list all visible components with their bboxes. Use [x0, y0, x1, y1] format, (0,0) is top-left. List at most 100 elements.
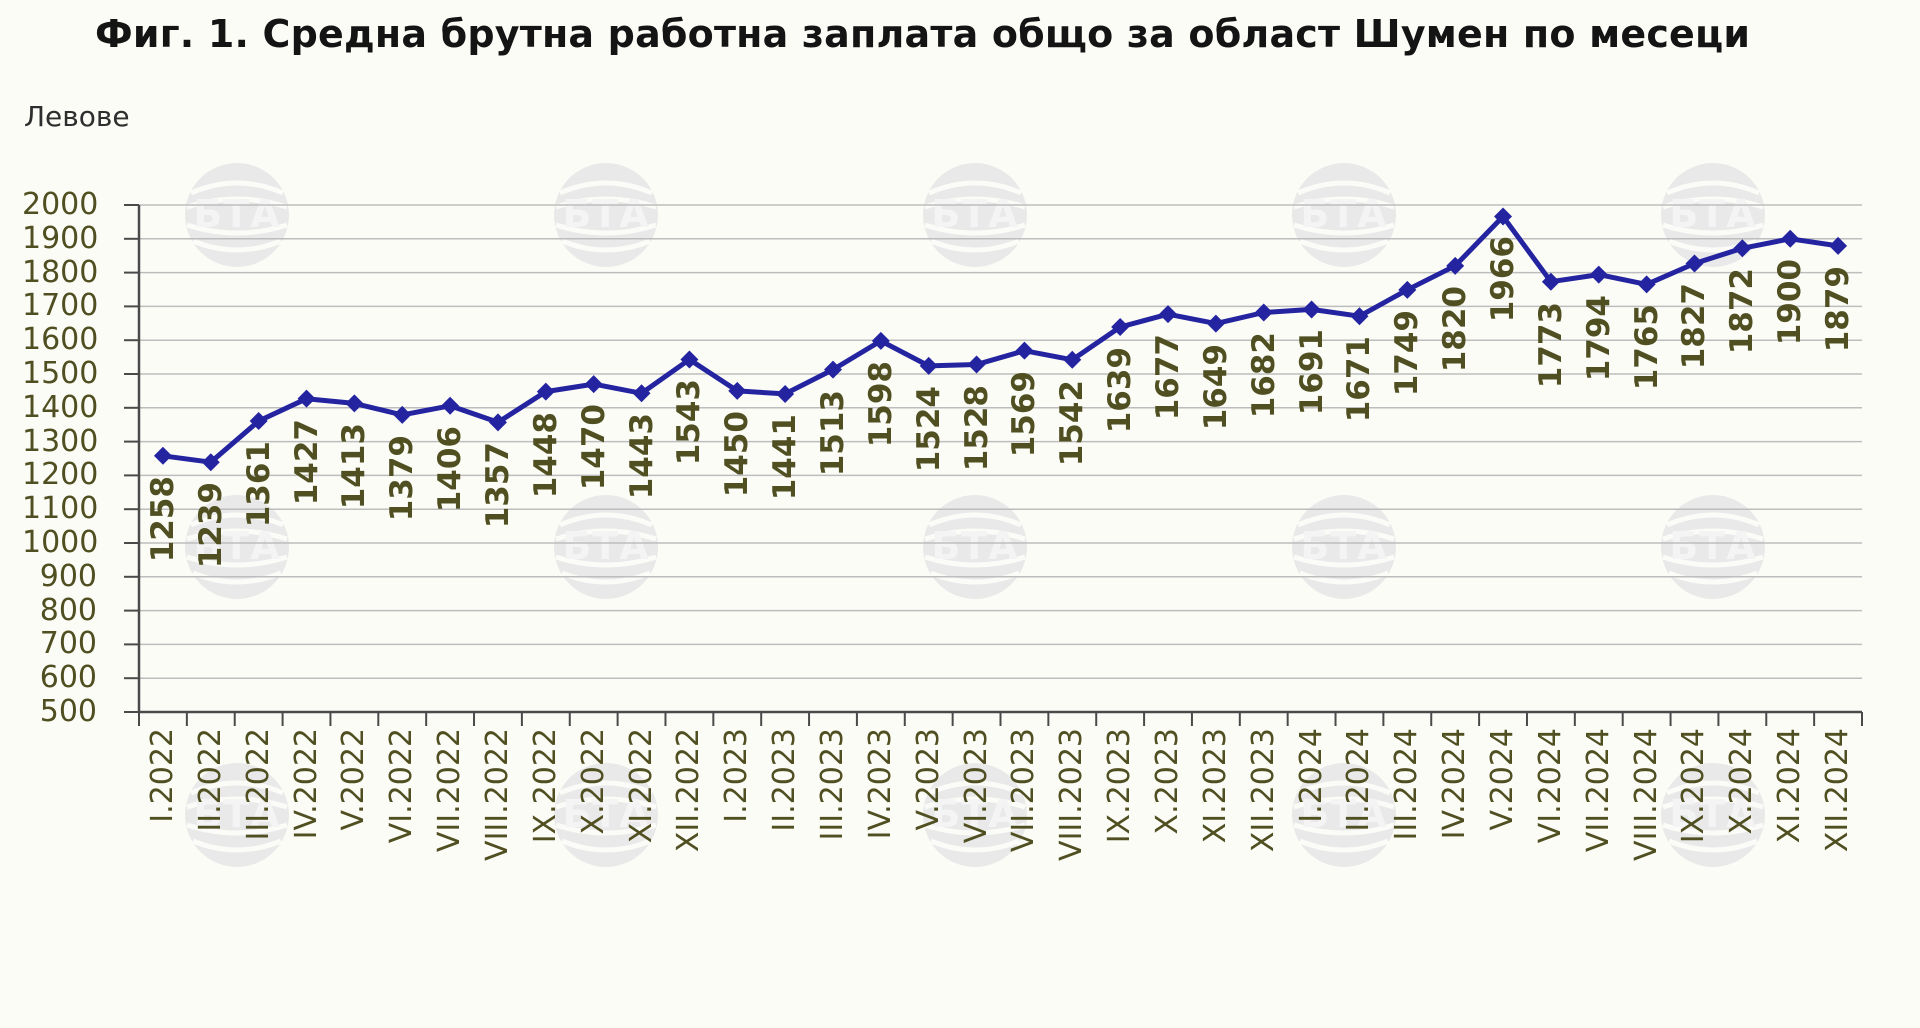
- data-point-marker: [1589, 265, 1608, 284]
- bta-watermark-text: БТА: [1300, 524, 1387, 568]
- data-point-marker: [1350, 307, 1369, 326]
- bta-watermark-logo: БТА: [185, 495, 289, 599]
- series-line: [162, 214, 1839, 465]
- bta-watermark-text: БТА: [193, 792, 280, 836]
- data-point-label: 1677: [1150, 334, 1186, 421]
- y-axis-label: 1400: [22, 389, 99, 425]
- data-point-marker: [680, 350, 699, 369]
- data-point-label: 1448: [527, 411, 564, 498]
- data-point-label: 1524: [910, 385, 947, 473]
- x-axis-label: V.2023: [910, 728, 946, 831]
- data-point-marker: [1111, 318, 1130, 337]
- y-axis-label: 1900: [22, 220, 99, 256]
- data-point-marker: [871, 331, 890, 350]
- data-point-label: 1569: [1006, 370, 1043, 457]
- data-point-label: 1413: [336, 423, 373, 510]
- bta-watermark-logo: БТА: [1292, 495, 1396, 599]
- data-point-marker: [153, 446, 172, 465]
- bta-watermark-logo: БТА: [1292, 763, 1396, 867]
- data-point-label: 1966: [1485, 236, 1522, 323]
- data-point-marker: [441, 396, 460, 415]
- x-axis-label: XII.2023: [1245, 728, 1281, 853]
- data-point-marker: [1015, 341, 1034, 360]
- x-axis-label: VI.2024: [1532, 728, 1568, 844]
- bta-watermark-text: БТА: [1669, 792, 1756, 836]
- data-point-marker: [1685, 254, 1704, 273]
- bta-watermark-text: БТА: [562, 524, 649, 568]
- data-point-label: 1649: [1197, 343, 1234, 430]
- data-point-marker: [488, 413, 507, 432]
- data-point-label: 1379: [384, 434, 421, 522]
- data-point-marker: [249, 411, 268, 430]
- x-axis-label: IV.2024: [1437, 728, 1473, 840]
- bta-watermark-logo: БТА: [923, 163, 1027, 267]
- x-axis-label: I.2023: [719, 728, 755, 823]
- x-axis-label: IV.2022: [288, 728, 324, 840]
- data-point-marker: [632, 384, 651, 403]
- bta-watermark-logo: БТА: [1661, 763, 1765, 867]
- data-point-label: 1639: [1102, 347, 1139, 434]
- data-point-marker: [1254, 303, 1273, 322]
- data-point-marker: [536, 382, 555, 401]
- y-axis-label: 1800: [22, 254, 99, 290]
- data-point-label: 1528: [958, 384, 995, 471]
- x-axis-label: XII.2022: [671, 728, 707, 853]
- bta-watermark-logo: БТА: [1661, 163, 1765, 267]
- bta-watermark-text: БТА: [562, 192, 649, 236]
- y-axis-label: 900: [39, 558, 97, 594]
- x-axis-label: VI.2023: [958, 728, 994, 844]
- y-axis-label: 800: [39, 592, 97, 628]
- x-axis-label: X.2022: [575, 728, 611, 835]
- y-axis-label: 700: [39, 626, 97, 662]
- y-axis-label: 1600: [22, 322, 99, 358]
- data-point-label: 1239: [192, 482, 229, 569]
- data-point-marker: [1446, 256, 1465, 275]
- bta-watermark-text: БТА: [931, 792, 1018, 836]
- y-axis-label: 1700: [22, 288, 99, 324]
- y-axis-label: 500: [39, 694, 97, 729]
- data-point-label: 1406: [432, 425, 469, 513]
- data-point-marker: [823, 360, 842, 379]
- data-point-marker: [1302, 300, 1321, 319]
- data-point-label: 1513: [814, 389, 851, 476]
- x-axis-label: VII.2022: [432, 728, 468, 853]
- data-point-label: 1691: [1293, 329, 1330, 416]
- x-axis-label: X.2023: [1150, 728, 1185, 835]
- data-point-label: 1598: [862, 360, 899, 448]
- data-point-marker: [1637, 275, 1656, 294]
- bta-watermark-text: БТА: [1300, 792, 1387, 836]
- x-axis-label: XI.2024: [1772, 728, 1808, 844]
- x-axis-label: II.2022: [192, 728, 228, 832]
- bta-watermark-text: БТА: [193, 192, 280, 236]
- x-axis-label: VII.2023: [1006, 728, 1042, 853]
- data-point-label: 1542: [1054, 379, 1091, 467]
- x-axis-label: XI.2022: [623, 728, 659, 844]
- x-axis-label: VIII.2022: [479, 728, 515, 861]
- x-axis-label: VIII.2023: [1054, 728, 1090, 861]
- data-point-marker: [1829, 236, 1848, 255]
- y-axis-label: 1300: [22, 423, 99, 459]
- bta-watermark-text: БТА: [1669, 524, 1756, 568]
- data-point-marker: [345, 394, 364, 413]
- x-axis-label: I.2022: [144, 728, 180, 823]
- data-point-label: 1794: [1580, 294, 1617, 381]
- bta-watermark-text: БТА: [1300, 192, 1387, 236]
- data-point-label: 1361: [240, 440, 277, 528]
- data-point-marker: [1494, 207, 1513, 226]
- data-point-label: 1443: [623, 413, 660, 500]
- data-point-label: 1682: [1245, 332, 1282, 419]
- bta-watermark-logo: БТА: [923, 495, 1027, 599]
- data-point-label: 1900: [1772, 258, 1809, 346]
- data-point-label: 1258: [144, 475, 181, 563]
- x-axis-label: III.2024: [1389, 728, 1425, 841]
- data-point-label: 1427: [288, 418, 325, 505]
- data-point-marker: [1063, 350, 1082, 369]
- data-point-marker: [1206, 314, 1225, 333]
- data-point-label: 1671: [1341, 336, 1378, 423]
- x-axis-label: IX.2024: [1676, 728, 1712, 844]
- data-point-label: 1543: [671, 379, 708, 466]
- x-axis-label: VIII.2024: [1628, 728, 1664, 861]
